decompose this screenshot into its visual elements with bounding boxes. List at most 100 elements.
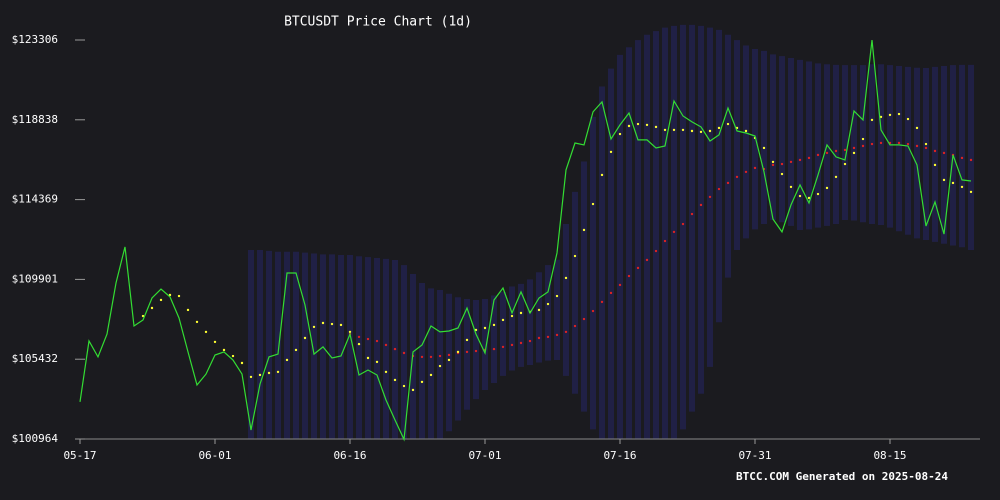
ma-dot [618,132,622,136]
ma-dot [555,294,559,298]
ma-dot [645,123,649,127]
ma-dot [780,172,784,176]
ma-dot [312,325,316,329]
ma-dot [690,129,694,133]
ma-dot [852,146,856,150]
ma-dot [591,202,595,206]
ma-dot [519,341,523,345]
ma-dot [366,337,370,341]
ma-dot [420,380,424,384]
ma-dot [816,153,820,157]
chart-title: BTCUSDT Price Chart (1d) [284,15,472,30]
ma-dot [213,340,217,344]
ma-dot [411,388,415,392]
ma-dot [636,266,640,270]
annotation: BTCC.COM Generated on 2025-08-24 [736,470,948,483]
ma-dot [942,151,946,155]
ma-dot [933,163,937,167]
ma-dot [519,311,523,315]
ma-dot [609,150,613,154]
ma-dot [573,254,577,258]
ma-dot [960,156,964,160]
ma-dot [663,128,667,132]
ma-dot [825,186,829,190]
ma-dot [420,355,424,359]
ma-dot [861,144,865,148]
ma-dot [717,187,721,191]
ma-dot [726,122,730,126]
x-tick-label: 06-16 [333,449,366,462]
ma-dot [303,336,307,340]
ma-dot [357,335,361,339]
ma-dot [474,349,478,353]
ma-dot [330,322,334,326]
ma-dot [429,355,433,359]
ma-dot [231,354,235,358]
ma-dot [798,194,802,198]
ma-dot [870,142,874,146]
x-tick-label: 05-17 [63,449,96,462]
ma-dot [465,338,469,342]
ma-dot [393,378,397,382]
ma-dot [573,324,577,328]
ma-dot [771,163,775,167]
ma-dot [852,151,856,155]
ma-dot [672,128,676,132]
ma-dot [375,339,379,343]
ma-dot [933,149,937,153]
ma-dot [924,142,928,146]
ma-dot [627,274,631,278]
ma-dot [384,370,388,374]
ma-dot [645,258,649,262]
price-line [79,40,972,442]
ma-dot [195,320,199,324]
ma-dot [582,317,586,321]
ma-dot [501,345,505,349]
ma-dot [483,326,487,330]
ma-dot [654,249,658,253]
ma-dot [672,230,676,234]
ma-dot [960,185,964,189]
ma-dot [906,117,910,121]
ma-dot [717,126,721,130]
ma-dot [204,330,208,334]
ma-dot [699,130,703,134]
ma-dot [258,373,262,377]
ma-dot [942,178,946,182]
ma-dot [798,158,802,162]
ma-dot [402,351,406,355]
ma-dot [510,343,514,347]
ma-dot [834,175,838,179]
ma-dot [726,181,730,185]
x-tick-label: 07-01 [468,449,501,462]
ma-dot [222,348,226,352]
ma-dot [618,283,622,287]
ma-dot [951,181,955,185]
ma-dot [447,358,451,362]
ma-dot [438,364,442,368]
ma-dot [537,308,541,312]
ma-dot [609,291,613,295]
ma-dot [879,115,883,119]
ma-dot [681,128,685,132]
ma-dot [285,358,289,362]
ma-dot [663,239,667,243]
ma-dot [321,321,325,325]
ma-dot [780,162,784,166]
ma-dot [168,293,172,297]
ma-dot [465,350,469,354]
ma-dot [744,129,748,133]
ma-dot [708,195,712,199]
ma-dot [708,129,712,133]
ma-dot [735,175,739,179]
ma-dot [897,141,901,145]
ma-dot [915,126,919,130]
ma-dot [546,335,550,339]
ma-dot [906,142,910,146]
ma-dot [816,192,820,196]
ma-dot [600,300,604,304]
y-tick-label: $114369 [12,193,58,206]
ma-dot [294,348,298,352]
band-layer [248,24,974,439]
